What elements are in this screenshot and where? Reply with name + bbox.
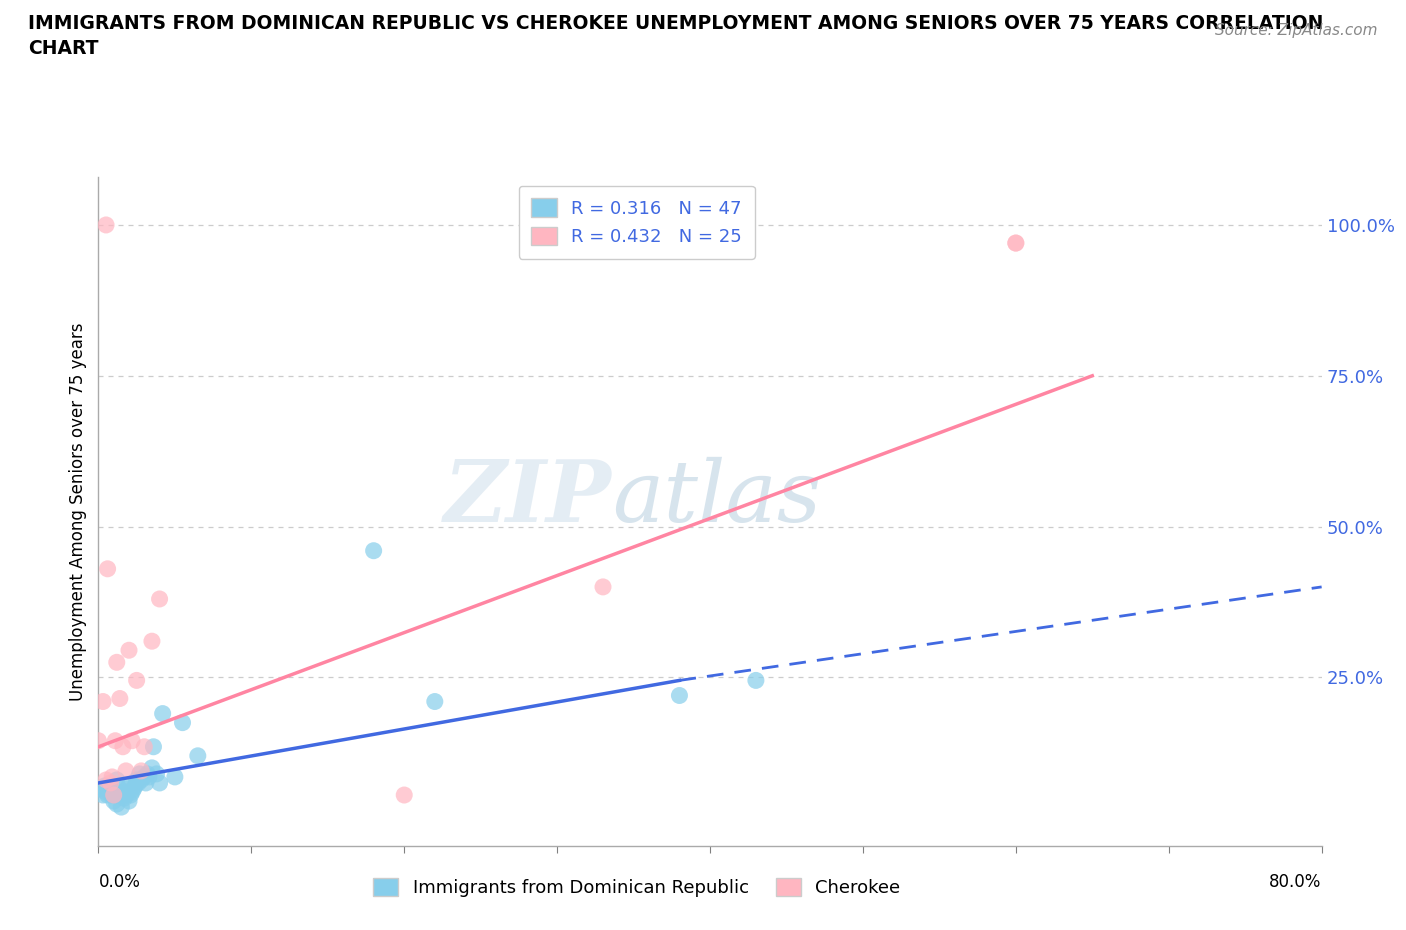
Point: [94, 785, 117, 800]
Point: [104, 733, 127, 748]
Point: [87, 733, 110, 748]
Point: [149, 591, 172, 606]
Point: [118, 778, 141, 793]
Legend: Immigrants from Dominican Republic, Cherokee: Immigrants from Dominican Republic, Cher…: [366, 870, 908, 904]
Point: [138, 769, 160, 784]
Point: [87, 781, 110, 796]
Point: [1004, 235, 1026, 250]
Point: [110, 788, 132, 803]
Point: [115, 764, 138, 778]
Point: [94, 773, 117, 788]
Point: [129, 764, 152, 778]
Point: [97, 562, 120, 577]
Point: [97, 788, 120, 803]
Point: [745, 673, 768, 688]
Point: [117, 781, 139, 796]
Point: [108, 691, 131, 706]
Point: [172, 715, 194, 730]
Point: [100, 776, 122, 790]
Point: [111, 785, 134, 800]
Point: [141, 633, 163, 648]
Point: [125, 773, 148, 788]
Point: [105, 773, 128, 788]
Point: [142, 739, 165, 754]
Point: [134, 769, 156, 784]
Point: [101, 769, 124, 784]
Point: [124, 778, 146, 793]
Point: [111, 739, 134, 754]
Point: [107, 788, 129, 803]
Point: [105, 655, 128, 670]
Point: [152, 706, 174, 721]
Point: [118, 643, 141, 658]
Point: [127, 776, 149, 790]
Point: [105, 797, 128, 812]
Point: [118, 793, 141, 808]
Point: [103, 788, 125, 803]
Point: [187, 749, 209, 764]
Point: [134, 739, 156, 754]
Point: [94, 218, 117, 232]
Point: [122, 781, 145, 796]
Point: [112, 790, 135, 805]
Text: 80.0%: 80.0%: [1270, 873, 1322, 891]
Point: [423, 694, 446, 709]
Point: [103, 793, 125, 808]
Point: [1004, 235, 1026, 250]
Point: [110, 800, 132, 815]
Point: [392, 788, 416, 803]
Text: ZIP: ZIP: [444, 457, 612, 539]
Point: [104, 788, 127, 803]
Point: [163, 769, 186, 784]
Point: [103, 785, 125, 800]
Point: [136, 766, 159, 781]
Text: 0.0%: 0.0%: [98, 873, 141, 891]
Point: [98, 785, 121, 800]
Point: [149, 776, 172, 790]
Text: atlas: atlas: [612, 457, 821, 539]
Point: [121, 733, 143, 748]
Y-axis label: Unemployment Among Seniors over 75 years: Unemployment Among Seniors over 75 years: [69, 323, 87, 700]
Point: [100, 781, 122, 796]
Point: [121, 785, 143, 800]
Point: [91, 694, 114, 709]
Point: [128, 766, 150, 781]
Point: [125, 673, 148, 688]
Point: [141, 761, 163, 776]
Point: [363, 543, 385, 558]
Point: [120, 788, 142, 803]
Point: [93, 778, 115, 793]
Point: [101, 788, 124, 803]
Point: [115, 788, 138, 803]
Text: IMMIGRANTS FROM DOMINICAN REPUBLIC VS CHEROKEE UNEMPLOYMENT AMONG SENIORS OVER 7: IMMIGRANTS FROM DOMINICAN REPUBLIC VS CH…: [28, 14, 1323, 58]
Point: [129, 773, 152, 788]
Point: [108, 781, 131, 796]
Text: Source: ZipAtlas.com: Source: ZipAtlas.com: [1215, 23, 1378, 38]
Point: [592, 579, 614, 594]
Point: [145, 766, 167, 781]
Point: [668, 688, 690, 703]
Point: [135, 776, 157, 790]
Point: [91, 788, 114, 803]
